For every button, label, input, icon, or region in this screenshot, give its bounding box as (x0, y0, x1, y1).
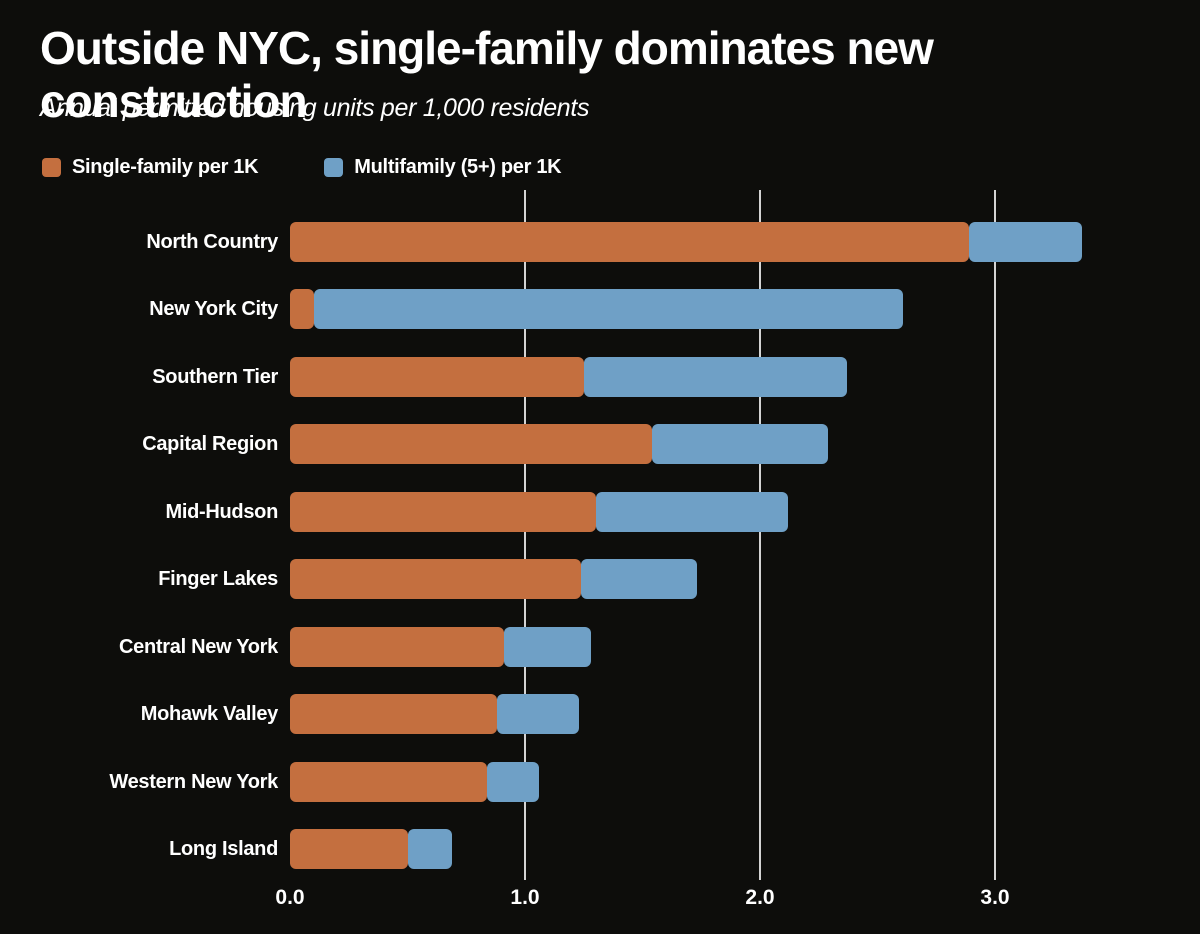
bar-segment-multifamily (313, 289, 904, 330)
bar-segment-multifamily (496, 694, 580, 735)
legend-item-single-family: Single-family per 1K (42, 156, 259, 179)
gridline (759, 190, 761, 880)
legend: Single-family per 1K Multifamily (5+) pe… (42, 156, 562, 179)
bar-segment-single-family (290, 424, 652, 465)
bar-segment-multifamily (969, 222, 1082, 262)
gridline (524, 190, 526, 880)
legend-item-multifamily: Multifamily (5+) per 1K (324, 156, 562, 179)
chart-subtitle: Annual permitted housing units per 1,000… (40, 94, 590, 122)
single-family-swatch-icon (42, 158, 61, 177)
chart-title: Outside NYC, single-family dominates new… (40, 22, 934, 127)
category-label: Capital Region (142, 433, 278, 456)
category-label: Long Island (169, 837, 278, 860)
category-label: Central New York (119, 635, 278, 658)
bar-segment-single-family (290, 491, 596, 532)
bar-segment-single-family (290, 289, 314, 330)
x-axis-tick-label: 3.0 (980, 886, 1010, 909)
multifamily-swatch-icon (324, 158, 344, 177)
category-label: Mid-Hudson (165, 500, 278, 523)
bar-segment-single-family (290, 559, 582, 600)
gridline (994, 190, 996, 880)
x-axis-tick-label: 2.0 (745, 886, 775, 909)
category-label: Finger Lakes (158, 568, 278, 591)
category-label: New York City (149, 298, 278, 321)
bar-segment-multifamily (487, 761, 540, 802)
bar-segment-multifamily (595, 491, 789, 532)
bar-segment-multifamily (407, 828, 453, 869)
legend-label-single-family: Single-family per 1K (72, 156, 259, 178)
bar-segment-single-family (290, 626, 504, 667)
bar-segment-multifamily (503, 626, 591, 667)
bar-segment-single-family (290, 222, 970, 262)
bar-segment-multifamily (583, 356, 847, 397)
bar-segment-single-family (290, 828, 408, 869)
bar-segment-multifamily (581, 559, 697, 600)
bar-segment-single-family (290, 356, 584, 397)
category-label: Mohawk Valley (140, 703, 279, 726)
bar-segment-single-family (290, 694, 497, 735)
legend-label-multifamily: Multifamily (5+) per 1K (354, 156, 562, 178)
bar-segment-multifamily (651, 424, 829, 465)
category-label: Western New York (109, 770, 278, 793)
category-label: North Country (146, 231, 278, 253)
x-axis-tick-label: 0.0 (275, 886, 305, 909)
bar-segment-single-family (290, 761, 488, 802)
category-label: Southern Tier (152, 365, 278, 388)
x-axis-tick-label: 1.0 (510, 886, 540, 909)
